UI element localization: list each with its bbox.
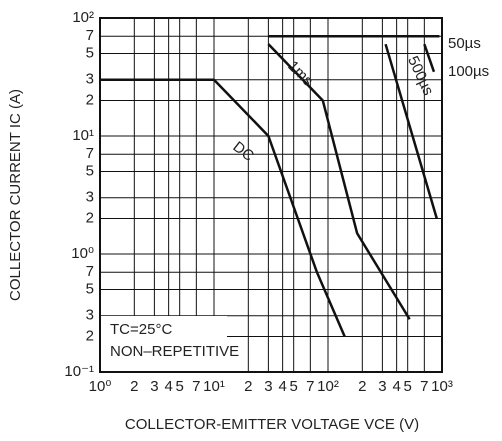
y-tick-label: 2 bbox=[86, 327, 94, 344]
y-tick-label: 10⁰ bbox=[71, 245, 94, 262]
x-axis-label: COLLECTOR-EMITTER VOLTAGE VCE (V) bbox=[125, 416, 419, 433]
x-tick-label: 2 bbox=[130, 378, 138, 395]
x-tick-label: 4 bbox=[164, 378, 172, 395]
x-tick-label: 5 bbox=[290, 378, 298, 395]
y-tick-label: 10¹ bbox=[72, 127, 94, 144]
x-tick-label: 10¹ bbox=[203, 378, 225, 395]
x-tick-label: 5 bbox=[404, 378, 412, 395]
x-tick-label: 2 bbox=[244, 378, 252, 395]
y-tick-label: 3 bbox=[86, 71, 94, 88]
x-tick-label: 10⁰ bbox=[89, 378, 112, 395]
y-tick-label: 10⁻¹ bbox=[64, 363, 94, 380]
y-tick-label: 7 bbox=[86, 263, 94, 280]
curve bbox=[100, 78, 346, 337]
y-tick-label: 3 bbox=[86, 307, 94, 324]
x-tick-label: 4 bbox=[392, 378, 400, 395]
y-tick-label: 5 bbox=[86, 44, 94, 61]
x-tick-label: 3 bbox=[378, 378, 386, 395]
y-tick-label: 5 bbox=[86, 162, 94, 179]
x-tick-label: 7 bbox=[192, 378, 200, 395]
annotation-box bbox=[101, 316, 227, 371]
x-tick-label: 2 bbox=[358, 378, 366, 395]
y-axis-label: COLLECTOR CURRENT IC (A) bbox=[7, 89, 24, 301]
x-tick-label: 7 bbox=[306, 378, 314, 395]
curve-label: 1ms bbox=[284, 58, 316, 90]
grid bbox=[99, 17, 443, 373]
y-tick-label: 2 bbox=[86, 91, 94, 108]
x-tick-label: 3 bbox=[264, 378, 272, 395]
plot-border bbox=[99, 17, 443, 373]
y-tick-label: 2 bbox=[86, 209, 94, 226]
y-tick-label: 3 bbox=[86, 189, 94, 206]
y-tick-label: 10² bbox=[72, 9, 94, 26]
x-tick-label: 5 bbox=[176, 378, 184, 395]
curve bbox=[423, 43, 436, 73]
curve-label: DC bbox=[230, 138, 258, 165]
x-tick-label: 3 bbox=[150, 378, 158, 395]
y-tick-label: 7 bbox=[86, 27, 94, 44]
y-tick-label: 5 bbox=[86, 280, 94, 297]
curve bbox=[267, 43, 411, 320]
curve bbox=[384, 43, 438, 219]
y-tick-label: 7 bbox=[86, 145, 94, 162]
x-tick-label: 10³ bbox=[431, 378, 453, 395]
curves bbox=[100, 35, 440, 337]
curve-label: 500µs bbox=[404, 54, 437, 98]
x-tick-label: 10² bbox=[317, 378, 339, 395]
curve-label: 100µs bbox=[448, 63, 489, 80]
curve-label: 50µs bbox=[448, 35, 481, 52]
x-tick-label: 7 bbox=[420, 378, 428, 395]
annotation: NON–REPETITIVE bbox=[110, 343, 239, 360]
annotation: TC=25°C bbox=[110, 321, 172, 338]
x-tick-label: 4 bbox=[278, 378, 286, 395]
